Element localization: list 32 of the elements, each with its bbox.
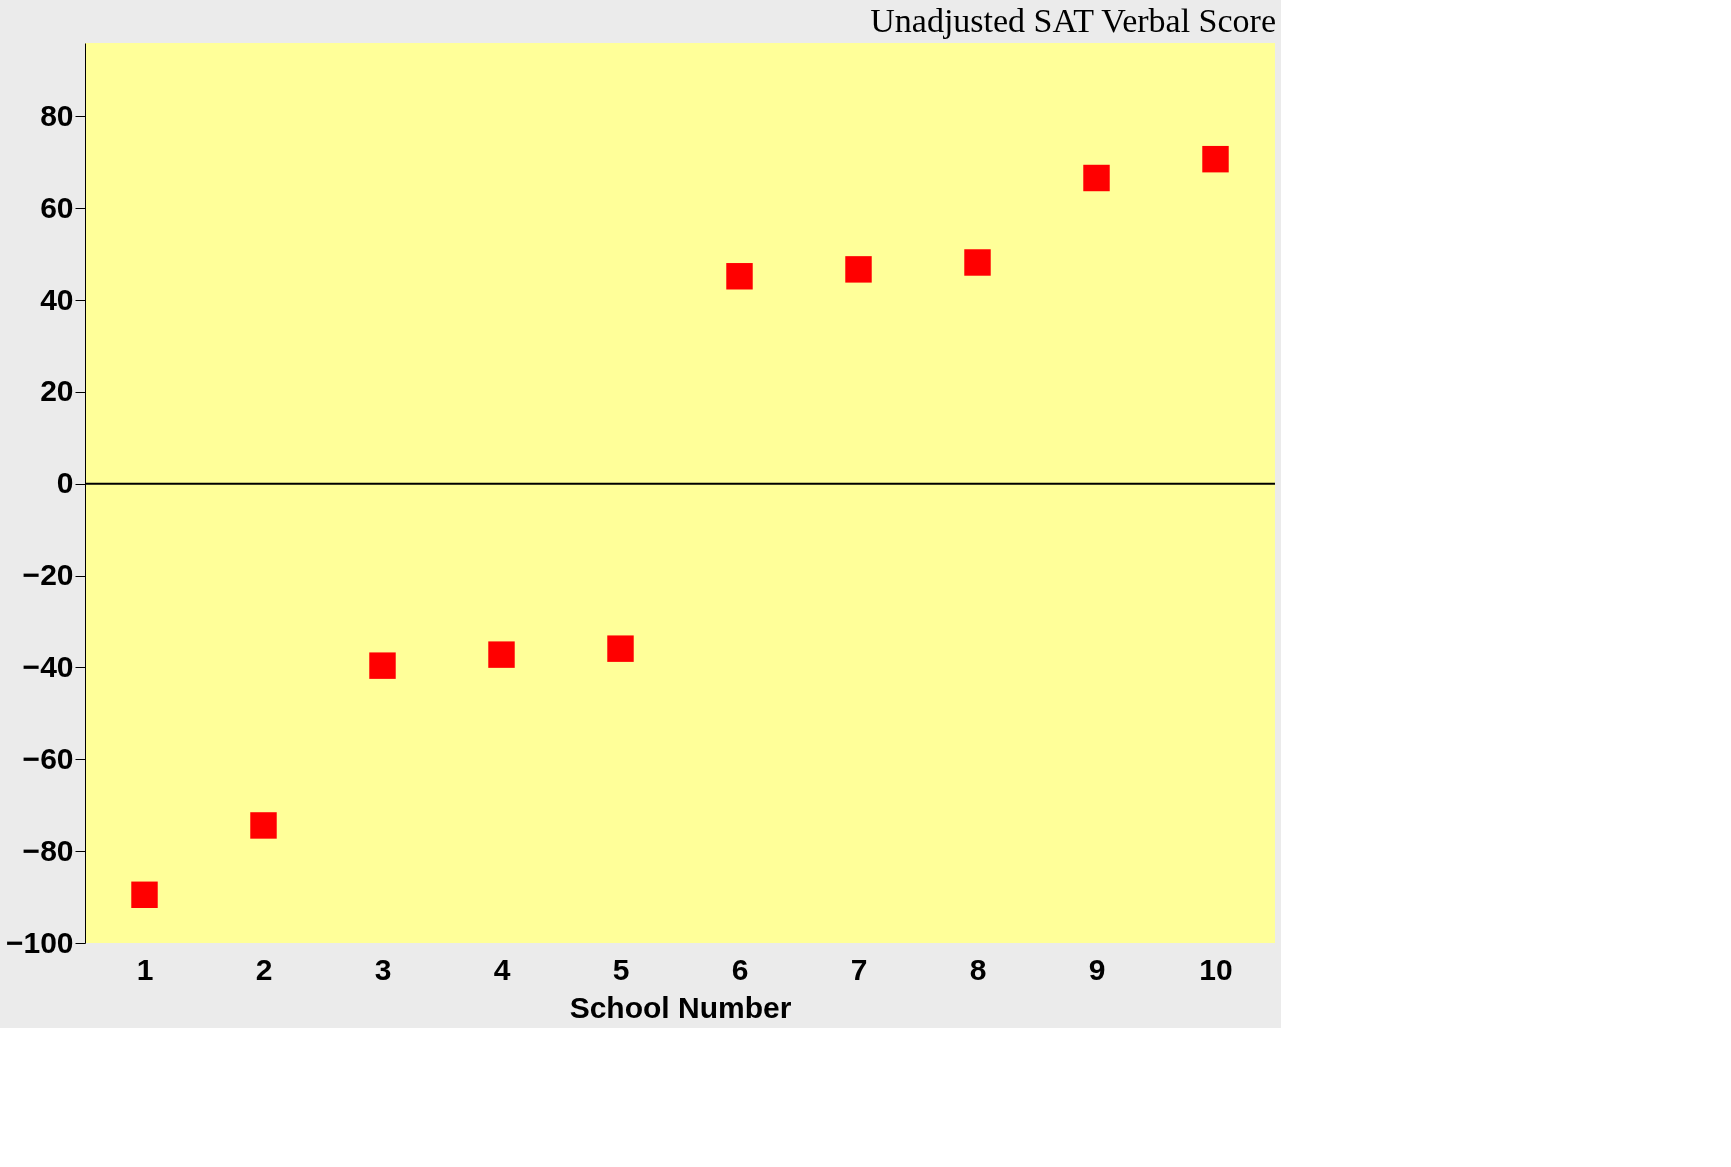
y-tick-label: −80: [22, 833, 74, 867]
y-tick-label: 80: [40, 98, 74, 132]
y-tick-label: 40: [40, 282, 74, 316]
y-tick-label: 0: [56, 466, 74, 500]
x-tick-label: 10: [1199, 952, 1233, 986]
point: [250, 812, 277, 839]
point: [607, 635, 634, 662]
y-tick-label: −20: [22, 558, 74, 592]
x-tick-label: 8: [969, 952, 987, 986]
point: [369, 652, 396, 679]
x-tick-label: 7: [850, 952, 868, 986]
point: [488, 641, 515, 668]
x-tick-label: 6: [731, 952, 749, 986]
point: [964, 249, 991, 276]
y-tick-label: 20: [40, 374, 74, 408]
point: [1083, 164, 1110, 192]
point: [845, 256, 872, 283]
y-tick-label: −100: [5, 925, 74, 959]
y-tick-label: −60: [22, 741, 74, 775]
x-tick-label: 5: [612, 952, 630, 986]
point: [726, 263, 753, 290]
point: [131, 881, 158, 909]
x-tick-label: 1: [136, 952, 154, 986]
chart-title: Unadjusted SAT Verbal Score: [870, 2, 1276, 39]
x-tick-label: 2: [255, 952, 273, 986]
x-axis-title: School Number: [569, 990, 792, 1024]
point: [1202, 145, 1229, 173]
x-tick-label: 3: [374, 952, 392, 986]
x-tick-label: 9: [1088, 952, 1106, 986]
x-tick-label: 4: [493, 952, 511, 986]
y-tick-label: 60: [40, 190, 74, 224]
y-tick-label: −40: [22, 649, 74, 683]
